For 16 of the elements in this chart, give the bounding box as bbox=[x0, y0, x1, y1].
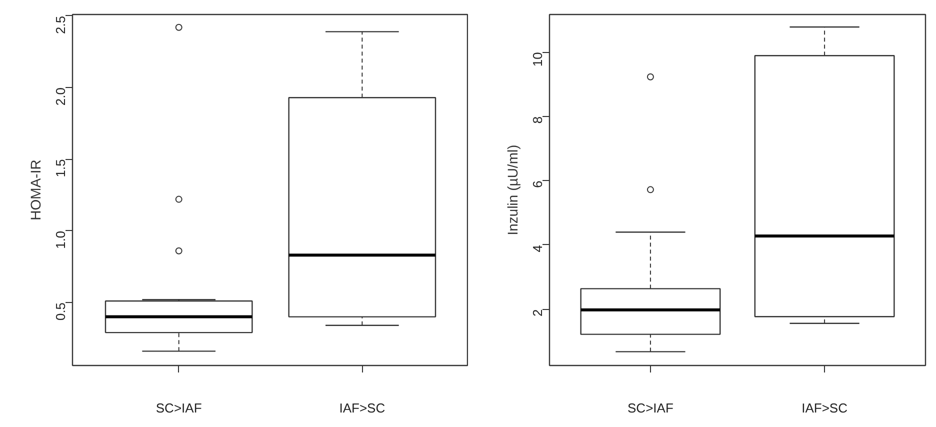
y-tick-label: 2 bbox=[530, 309, 545, 316]
y-tick-label: 4 bbox=[530, 244, 545, 252]
y-tick-label: 1.5 bbox=[53, 159, 68, 178]
y-tick-label: 10 bbox=[530, 52, 545, 67]
y-tick-label: 1.0 bbox=[53, 230, 68, 249]
y-tick-label: 8 bbox=[530, 116, 545, 124]
x-tick-label: SC>IAF bbox=[628, 400, 674, 416]
x-tick-label: IAF>SC bbox=[802, 400, 848, 416]
y-tick-label: 6 bbox=[530, 180, 545, 188]
y-axis-title: HOMA-IR bbox=[28, 160, 44, 220]
y-tick-label: 2.0 bbox=[53, 88, 68, 106]
x-tick-label: IAF>SC bbox=[339, 400, 386, 416]
y-tick-label: 0.5 bbox=[53, 302, 68, 321]
y-tick-label: 2.5 bbox=[53, 16, 68, 34]
y-axis-title: Inzulin (µU/ml) bbox=[504, 144, 520, 236]
x-tick-label: SC>IAF bbox=[156, 400, 202, 416]
